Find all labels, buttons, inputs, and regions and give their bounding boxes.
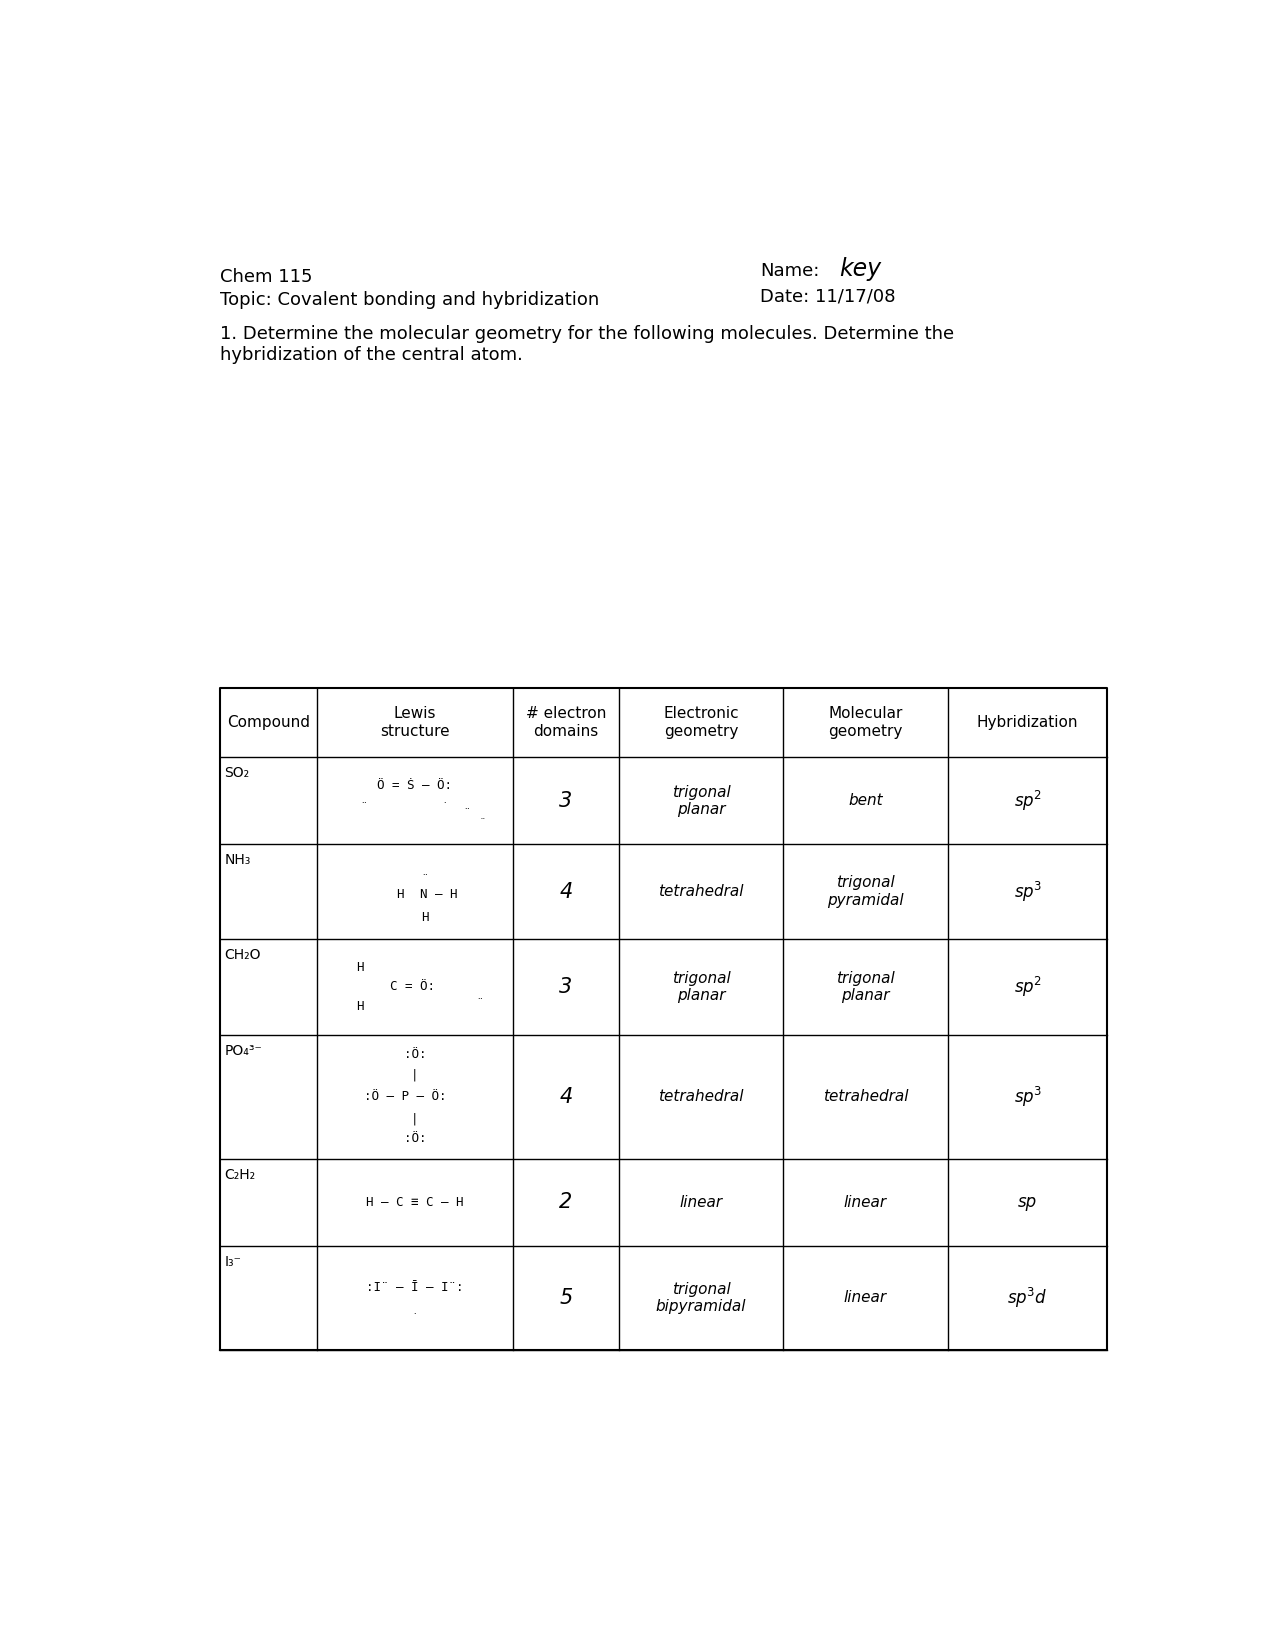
Text: Lewis
structure: Lewis structure bbox=[380, 707, 449, 738]
Text: # electron
domains: # electron domains bbox=[526, 707, 605, 738]
Text: :Ö – P – Ö:: :Ö – P – Ö: bbox=[364, 1090, 447, 1103]
Text: Compound: Compound bbox=[227, 715, 310, 730]
Text: tetrahedral: tetrahedral bbox=[823, 1090, 909, 1105]
Text: :Ö:: :Ö: bbox=[403, 1133, 426, 1146]
Text: 1. Determine the molecular geometry for the following molecules. Determine the
h: 1. Determine the molecular geometry for … bbox=[220, 325, 954, 365]
Text: Topic: Covalent bonding and hybridization: Topic: Covalent bonding and hybridizatio… bbox=[220, 291, 599, 309]
Text: linear: linear bbox=[844, 1291, 887, 1306]
Text: C = Ö:: C = Ö: bbox=[390, 981, 435, 994]
Text: I₃⁻: I₃⁻ bbox=[224, 1255, 242, 1268]
Text: Molecular
geometry: Molecular geometry bbox=[828, 707, 902, 738]
Text: tetrahedral: tetrahedral bbox=[658, 883, 744, 900]
Text: H: H bbox=[397, 888, 403, 901]
Text: ¨: ¨ bbox=[360, 802, 366, 812]
Text: sp$^2$: sp$^2$ bbox=[1014, 789, 1041, 812]
Text: :Ö:: :Ö: bbox=[403, 1048, 426, 1062]
Text: PO₄³⁻: PO₄³⁻ bbox=[224, 1043, 262, 1058]
Text: ̇: ̇ bbox=[442, 802, 448, 812]
Text: Electronic
geometry: Electronic geometry bbox=[663, 707, 739, 738]
Text: 5: 5 bbox=[559, 1288, 572, 1308]
Text: linear: linear bbox=[680, 1195, 723, 1210]
Text: SO₂: SO₂ bbox=[224, 766, 250, 781]
Text: 3: 3 bbox=[559, 791, 572, 811]
Text: sp$^3$: sp$^3$ bbox=[1014, 1085, 1042, 1109]
Text: :Ï – Ī – Ï:: :Ï – Ī – Ï: bbox=[366, 1281, 463, 1294]
Text: Date: 11/17/08: Date: 11/17/08 bbox=[760, 287, 896, 305]
Text: linear: linear bbox=[844, 1195, 887, 1210]
Text: C₂H₂: C₂H₂ bbox=[224, 1169, 256, 1182]
Text: bent: bent bbox=[849, 792, 883, 809]
Text: 4: 4 bbox=[559, 1086, 572, 1106]
Text: H: H bbox=[357, 961, 364, 974]
Text: trigonal
planar: trigonal planar bbox=[672, 784, 731, 817]
Text: Ö = Ṡ – Ö:: Ö = Ṡ – Ö: bbox=[378, 779, 452, 792]
Text: |: | bbox=[411, 1068, 419, 1081]
Text: trigonal
bipyramidal: trigonal bipyramidal bbox=[655, 1281, 746, 1314]
Text: trigonal
planar: trigonal planar bbox=[672, 971, 731, 1004]
Text: ̇: ̇ bbox=[411, 1313, 419, 1322]
Text: ¨: ¨ bbox=[421, 873, 428, 883]
Text: tetrahedral: tetrahedral bbox=[658, 1090, 744, 1105]
Text: N – H: N – H bbox=[420, 888, 457, 901]
Text: Hybridization: Hybridization bbox=[977, 715, 1078, 730]
Text: H: H bbox=[357, 999, 364, 1012]
Text: trigonal
pyramidal: trigonal pyramidal bbox=[827, 875, 904, 908]
Text: key: key bbox=[840, 256, 882, 281]
Text: sp$^2$: sp$^2$ bbox=[1014, 974, 1041, 999]
Text: CH₂O: CH₂O bbox=[224, 948, 261, 963]
Text: ¨: ¨ bbox=[463, 809, 470, 819]
Text: sp$^3$: sp$^3$ bbox=[1014, 880, 1042, 903]
Text: 4: 4 bbox=[559, 882, 572, 901]
Text: 2: 2 bbox=[559, 1192, 572, 1212]
Text: |: | bbox=[411, 1113, 419, 1124]
Text: H – C ≡ C – H: H – C ≡ C – H bbox=[366, 1195, 463, 1209]
Text: Name:: Name: bbox=[760, 263, 819, 279]
Text: trigonal
planar: trigonal planar bbox=[836, 971, 895, 1004]
Text: NH₃: NH₃ bbox=[224, 854, 251, 867]
Text: sp$^3$d: sp$^3$d bbox=[1007, 1286, 1047, 1309]
Text: 3: 3 bbox=[559, 977, 572, 997]
Text: ¨: ¨ bbox=[480, 819, 485, 829]
Text: Chem 115: Chem 115 bbox=[220, 267, 312, 286]
Text: sp: sp bbox=[1018, 1194, 1037, 1212]
Text: H: H bbox=[421, 910, 429, 923]
Text: ¨: ¨ bbox=[476, 999, 483, 1009]
